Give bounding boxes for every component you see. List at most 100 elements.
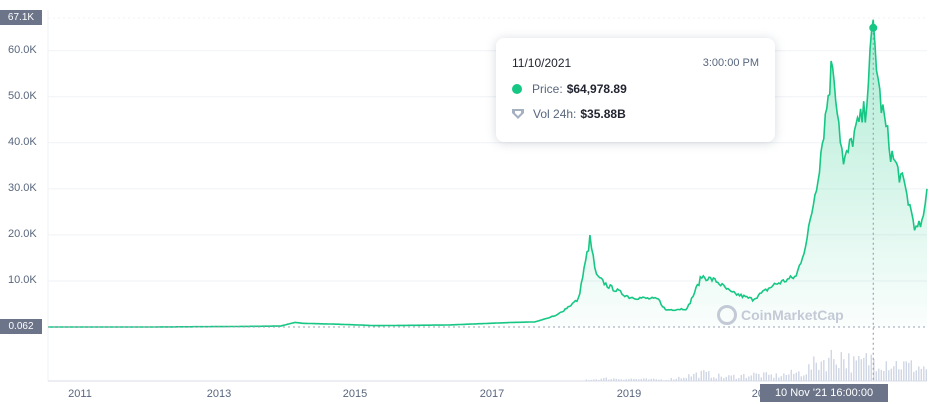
volume-bar	[865, 353, 867, 381]
volume-bar	[773, 377, 775, 381]
volume-bar	[778, 377, 780, 381]
tooltip-volume-row: Vol 24h: $35.88B	[512, 107, 626, 121]
tooltip-price-value: $64,978.89	[566, 82, 627, 96]
volume-bar	[683, 377, 685, 381]
volume-bar	[738, 378, 740, 381]
volume-bar	[885, 361, 887, 381]
chart-grid	[47, 10, 927, 382]
volume-bar	[880, 369, 882, 381]
y-max-flag: 67.1K	[0, 10, 42, 25]
volume-bar	[803, 375, 805, 381]
volume-bar	[625, 379, 627, 381]
volume-bar	[825, 371, 827, 381]
y-tick: 20.0K	[8, 228, 37, 240]
volume-bar	[923, 366, 925, 381]
volume-bar	[765, 372, 767, 381]
volume-bar	[633, 379, 635, 381]
volume-bar	[775, 373, 777, 381]
volume-bar	[908, 362, 910, 381]
volume-bar	[718, 373, 720, 381]
price-line	[48, 19, 928, 328]
volume-bar	[883, 370, 885, 381]
volume-bar	[818, 369, 820, 381]
x-tick: 2011	[68, 388, 92, 400]
volume-bar	[640, 378, 642, 381]
volume-bar	[770, 374, 772, 381]
volume-bar	[863, 357, 865, 381]
volume-bar	[843, 359, 845, 381]
volume-bar	[918, 366, 920, 381]
volume-bar	[745, 377, 747, 381]
volume-bar	[828, 357, 830, 381]
volume-bar	[730, 375, 732, 381]
tooltip-price-row: Price: $64,978.89	[512, 82, 627, 96]
volume-bar	[720, 376, 722, 381]
volume-bar	[665, 380, 667, 381]
volume-bar	[650, 378, 652, 381]
volume-bar	[653, 378, 655, 381]
tooltip-date: 11/10/2021	[512, 56, 572, 70]
volume-bar	[630, 378, 632, 381]
volume-bar	[675, 378, 677, 381]
y-tick: 40.0K	[8, 136, 37, 148]
volume-bar	[868, 365, 870, 381]
volume-bar	[873, 359, 875, 381]
volume-bar	[900, 369, 902, 381]
volume-bar	[658, 379, 660, 381]
volume-bar	[753, 372, 755, 381]
volume-bar	[713, 377, 715, 381]
volume-bar	[610, 379, 612, 381]
volume-bar	[600, 378, 602, 381]
volume-bar	[888, 370, 890, 381]
volume-bar	[725, 376, 727, 381]
volume-bar	[925, 369, 927, 381]
volume-bar	[623, 379, 625, 381]
volume-bar	[845, 368, 847, 381]
volume-bar	[813, 356, 815, 381]
volume-bar	[595, 379, 597, 381]
volume-bars	[585, 349, 927, 381]
volume-bar	[913, 371, 915, 381]
volume-bar	[748, 376, 750, 381]
volume-bar	[613, 378, 615, 381]
volume-bar	[920, 368, 922, 381]
volume-bar	[648, 379, 650, 381]
coinmarketcap-logo-icon	[717, 305, 737, 325]
volume-bar	[833, 359, 835, 381]
tooltip-time: 3:00:00 PM	[702, 57, 759, 69]
volume-bar	[588, 380, 590, 381]
volume-bar	[620, 379, 622, 381]
volume-bar	[678, 376, 680, 381]
volume-bar	[848, 353, 850, 381]
volume-bar	[603, 378, 605, 381]
y-tick: 30.0K	[8, 182, 37, 194]
y-current-flag: 0.062	[0, 319, 42, 334]
volume-bar	[790, 369, 792, 381]
volume-bar	[758, 374, 760, 381]
volume-bar	[645, 378, 647, 381]
volume-bar	[715, 378, 717, 381]
volume-bar	[685, 378, 687, 381]
volume-bar	[700, 370, 702, 381]
volume-bar	[638, 379, 640, 381]
volume-bar	[760, 377, 762, 381]
y-tick: 50.0K	[8, 90, 37, 102]
volume-bar	[698, 377, 700, 381]
volume-bar	[743, 373, 745, 381]
volume-bar	[593, 379, 595, 381]
volume-bar	[585, 379, 587, 381]
volume-bar	[898, 369, 900, 381]
tooltip-volume-value: $35.88B	[580, 107, 626, 121]
volume-bar	[815, 362, 817, 381]
volume-bar	[728, 375, 730, 381]
hover-date-flag: 10 Nov '21 16:00:00	[760, 384, 888, 402]
watermark-text: CoinMarketCap	[741, 307, 844, 323]
volume-bar	[895, 361, 897, 381]
volume-bar	[795, 372, 797, 381]
volume-bar	[800, 376, 802, 381]
volume-bar	[890, 368, 892, 381]
volume-bar	[875, 371, 877, 381]
hover-point	[869, 23, 878, 32]
price-tooltip: 11/10/2021 3:00:00 PM Price: $64,978.89 …	[496, 38, 775, 142]
